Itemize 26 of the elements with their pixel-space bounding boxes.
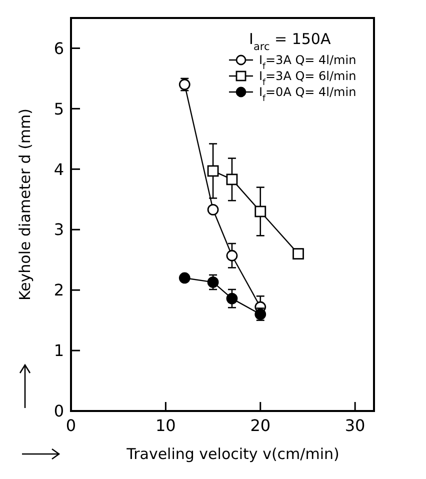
x-axis-title: Traveling velocity v(cm/min): [126, 445, 340, 463]
y-tick-label: 3: [54, 220, 64, 240]
y-axis-title: Keyhole diameter d (mm): [16, 108, 34, 301]
x-tick-label: 0: [66, 416, 76, 435]
y-tick-label: 2: [54, 280, 64, 300]
point: [178, 272, 190, 284]
y-tick-label: 6: [54, 38, 64, 58]
point: [226, 174, 238, 186]
x-tick-label: 10: [156, 416, 176, 435]
legend-label: I$_{f}$=0A Q= 4l/min: [259, 85, 356, 104]
legend-label: I$_{f}$=3A Q= 6l/min: [259, 69, 356, 88]
annotation: I$_{arc}$ = 150A: [249, 30, 332, 53]
x-tick-label: 20: [250, 416, 271, 435]
y-tick-label: 5: [54, 99, 64, 118]
point: [207, 276, 219, 288]
point: [226, 250, 238, 262]
y-tick-label: 0: [54, 402, 64, 421]
point: [207, 204, 219, 216]
point: [292, 248, 304, 260]
point: [254, 206, 266, 218]
point: [207, 165, 219, 177]
y-tick-label: 1: [54, 341, 64, 360]
point: [226, 292, 238, 304]
x-tick-label: 30: [344, 416, 366, 435]
legend-label: I$_{f}$=3A Q= 4l/min: [259, 53, 356, 72]
y-tick-label: 4: [54, 160, 64, 179]
